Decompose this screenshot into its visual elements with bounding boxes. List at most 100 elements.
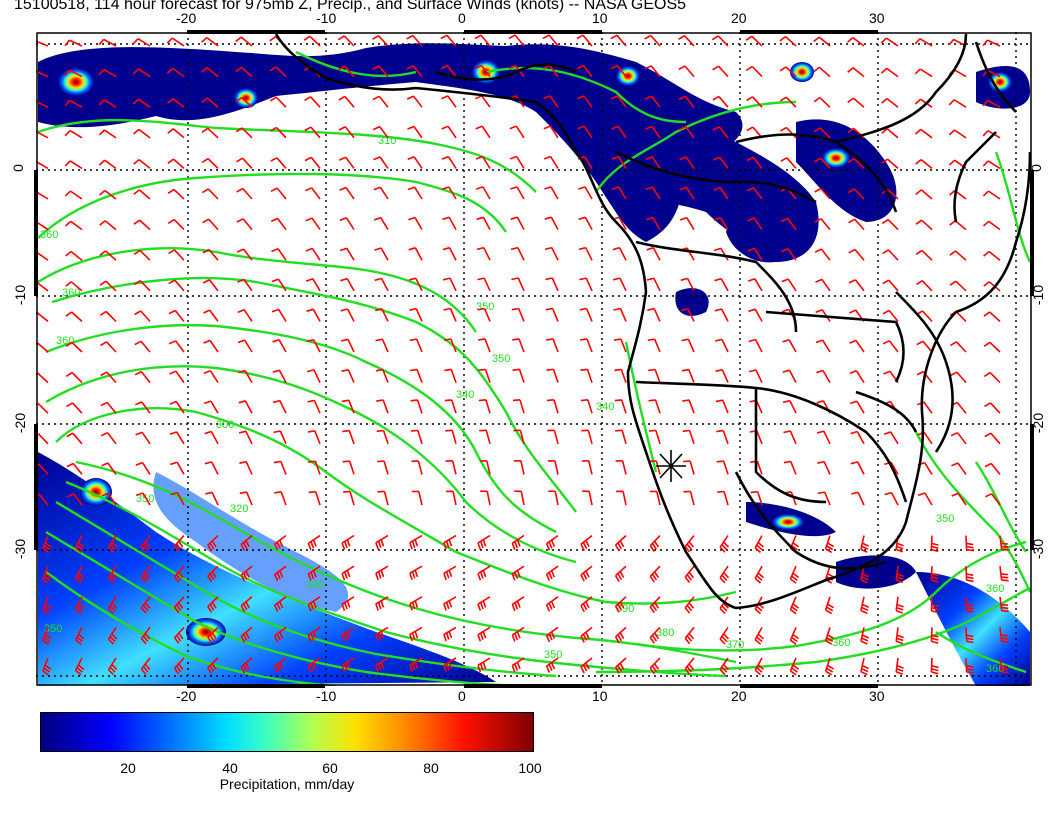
wind-barb [346,308,355,322]
wind-barb-feather [982,39,988,47]
wind-barb-feather [548,602,553,610]
wind-barb-feather [688,571,695,579]
wind-barb [720,278,729,292]
wind-barb [348,399,355,414]
wind-barb-feather [966,665,974,668]
wind-barb [176,431,185,445]
wind-barb-feather [679,186,687,191]
wind-barb [855,339,865,353]
wind-barb-feather [341,399,349,403]
wind-barb-feather [512,338,520,341]
wind-barb-feather [1001,640,1009,643]
wind-barb-feather [984,462,992,468]
wind-barb [176,461,185,475]
wind-barb-feather [983,371,991,378]
wind-barb-feather [77,664,85,671]
gridlines [36,32,1032,686]
wind-barb-feather [1001,579,1009,582]
wind-barb-feather [550,600,556,609]
wind-barb [276,187,287,200]
wind-barb [654,399,661,414]
wind-barb-feather [173,637,180,644]
wind-barb-feather [646,216,654,221]
wind-barb [722,460,729,475]
wind-barb [519,399,525,414]
wind-barb-feather [64,160,71,167]
wind-barb-feather [308,460,316,463]
wind-barb-feather [1001,545,1009,548]
wind-barb-feather [548,633,553,641]
wind-barb-feather [276,664,281,672]
wind-barb-feather [757,572,765,579]
wind-barb-feather [343,632,348,640]
wind-barb-feather [682,429,690,433]
wind-barb-feather [578,246,586,251]
wind-barb [105,341,117,353]
wind-barb [923,431,933,445]
wind-barb [241,157,253,169]
wind-barb-feather [895,579,904,584]
wind-barb [887,188,899,200]
wind-barb-feather [653,602,660,609]
wind-barb-feather [542,64,550,70]
wind-barb [105,310,117,322]
wind-barb [515,125,525,139]
wind-barb-feather [647,307,655,311]
wind-barb-feather [679,156,687,161]
wind-barb-feather [756,575,763,581]
wind-barb-feather [99,310,107,316]
wind-barb [36,311,49,323]
wind-barb-feather [915,249,923,255]
wind-barb-feather [896,606,904,611]
wind-barb [990,493,1001,506]
wind-barb-feather [966,610,974,613]
wind-barb-feather [678,65,686,71]
wind-barb [554,491,559,506]
wind-barb-feather [896,576,904,581]
wind-barb [820,248,831,261]
contour-line [45,530,517,688]
wind-barb [819,157,831,169]
wind-barb-feather [211,540,217,548]
wind-barb-feather [516,662,521,670]
wind-barb-feather [754,577,762,584]
wind-barb-feather [411,540,416,548]
wind-barb [988,190,1001,200]
wind-barb-feather [65,341,73,347]
wind-barb [890,431,899,445]
wind-barb [103,99,117,108]
wind-barb-feather [203,370,211,375]
lon-tick-label: 30 [869,10,885,26]
wind-barb [957,462,967,475]
wind-barb [69,129,83,139]
wind-barb-feather [207,667,213,675]
wind-barb-feather [931,634,939,638]
wind-barb-feather [688,541,695,548]
wind-barb-feather [578,216,586,221]
wind-barb [616,65,627,78]
wind-barb-feather [373,186,381,191]
wind-barb-feather [896,634,904,639]
wind-barb [240,66,253,78]
wind-barb [688,430,695,445]
wind-barb-feather [550,570,556,578]
wind-barb-feather [303,35,311,41]
wind-barb [653,338,661,353]
wind-barb-feather [545,635,551,643]
wind-barb-feather [408,216,416,221]
wind-barb-feather [211,601,217,609]
wind-barb [549,95,559,108]
wind-barb [138,128,151,139]
wind-barb-feather [444,399,452,402]
wind-barb-feather [482,600,487,608]
wind-barb-feather [847,127,855,134]
wind-barb-feather [745,65,753,71]
wind-barb-feather [111,602,118,609]
wind-barb [890,492,899,506]
wind-barb-feather [99,250,106,256]
wind-barb [138,189,151,200]
wind-barb-feather [168,309,176,315]
wind-barb-feather [617,634,623,642]
wind-barb-feather [76,636,83,643]
lon-tick-label: -20 [176,10,197,26]
